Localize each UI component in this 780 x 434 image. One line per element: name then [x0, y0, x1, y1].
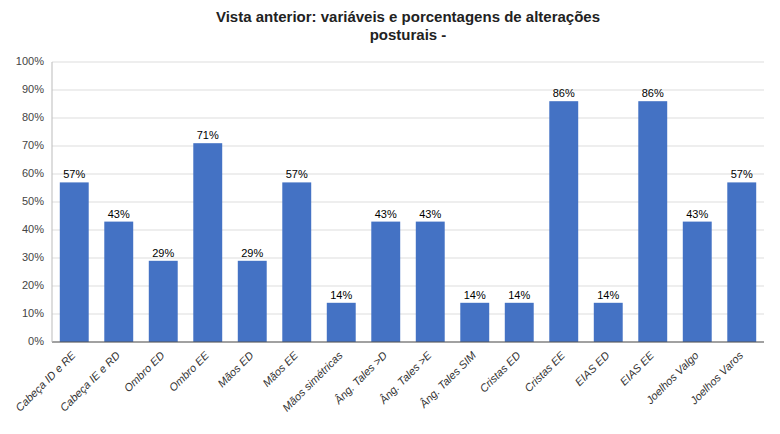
x-tick-label: Ombro EE [166, 349, 211, 394]
y-tick-label: 50% [22, 195, 44, 207]
data-labels: 57% 43% 29% 71% 29% 57% 14% 43% 43% 14% 14% 86% 14% 8… [63, 87, 753, 301]
data-label: 14% [508, 289, 530, 301]
x-axis-line [52, 342, 764, 343]
bar [727, 182, 756, 342]
data-label: 14% [464, 289, 486, 301]
bar [193, 143, 222, 342]
bar [327, 303, 356, 342]
bar [505, 303, 534, 342]
x-tick-label: Mãos EE [260, 349, 301, 390]
title-line: Vista anterior: variáveis e porcentagens… [216, 8, 600, 25]
y-tick-label: 100% [16, 55, 44, 67]
y-tick-label: 70% [22, 139, 44, 151]
data-label: 29% [152, 247, 174, 259]
x-tick-label: Âng. Tales SIM [417, 348, 479, 410]
bar [683, 222, 712, 342]
x-tick-label: Mãos simétricas [280, 349, 345, 414]
bar [149, 261, 178, 342]
y-tick-label: 60% [22, 167, 44, 179]
bar [104, 222, 133, 342]
y-tick-label: 30% [22, 251, 44, 263]
bar [638, 101, 667, 342]
x-tick-label: Ombro ED [121, 349, 166, 394]
data-label: 43% [419, 208, 441, 220]
x-tick-label: EIAS ED [573, 349, 612, 388]
bar [238, 261, 267, 342]
bar [371, 222, 400, 342]
bar [594, 303, 623, 342]
data-label: 57% [286, 168, 308, 180]
bars [60, 101, 756, 342]
grid-line [52, 342, 764, 343]
x-tick-label: Joelhos Varos [687, 349, 746, 408]
grid-line [52, 62, 764, 63]
bar [549, 101, 578, 342]
y-tick-label: 90% [22, 83, 44, 95]
x-tick-label: EIAS EE [617, 349, 656, 388]
chart-svg: Vista anterior: variáveis e porcentagens… [0, 0, 780, 434]
bar [60, 182, 89, 342]
bar [282, 182, 311, 342]
x-axis: Cabeça ID e RECabeça IE e RDOmbro EDOmbr… [13, 348, 746, 413]
data-label: 57% [731, 168, 753, 180]
data-label: 71% [197, 129, 219, 141]
data-label: 57% [63, 168, 85, 180]
chart-container: Vista anterior: variáveis e porcentagens… [0, 0, 780, 434]
data-label: 14% [597, 289, 619, 301]
y-tick-label: 10% [22, 307, 44, 319]
y-axis: 0% 10% 20% 30% 40% 50% 60% 70% 80% 90% 100% [16, 55, 44, 347]
y-grid [52, 62, 764, 342]
title-line: posturais - [370, 26, 447, 43]
data-label: 14% [330, 289, 352, 301]
x-tick-label: Cristas EE [522, 349, 568, 395]
data-label: 43% [375, 208, 397, 220]
data-label: 29% [241, 247, 263, 259]
y-axis-line [52, 62, 53, 342]
data-label: 43% [686, 208, 708, 220]
x-tick-label: Cristas ED [477, 349, 523, 395]
data-label: 86% [642, 87, 664, 99]
y-tick-label: 20% [22, 279, 44, 291]
chart-title: Vista anterior: variáveis e porcentagens… [216, 8, 600, 43]
data-label: 86% [553, 87, 575, 99]
y-tick-label: 40% [22, 223, 44, 235]
data-label: 43% [108, 208, 130, 220]
y-tick-label: 0% [28, 335, 44, 347]
bar [460, 303, 489, 342]
y-tick-label: 80% [22, 111, 44, 123]
bar [416, 222, 445, 342]
x-tick-label: Mãos ED [215, 349, 256, 390]
x-tick-label: Cabeça IE e RD [58, 349, 123, 414]
